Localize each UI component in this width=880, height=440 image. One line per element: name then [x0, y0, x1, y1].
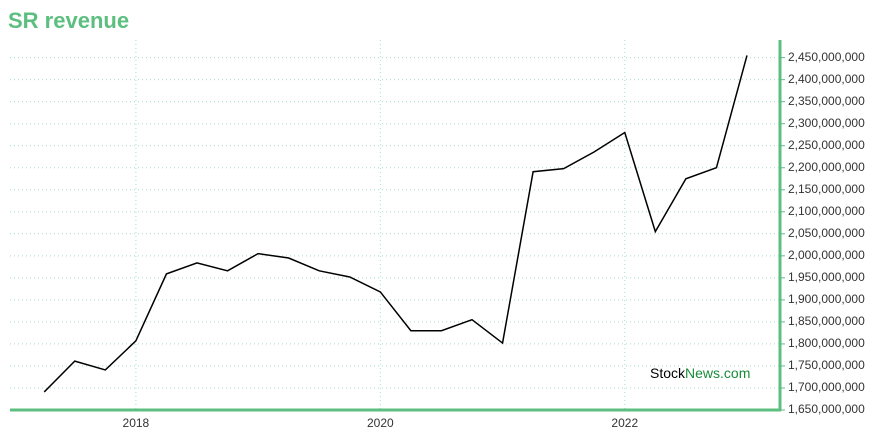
y-tick-label: 1,850,000,000	[788, 314, 865, 328]
y-tick-label: 2,450,000,000	[788, 50, 865, 64]
y-tick-label: 2,000,000,000	[788, 248, 865, 262]
y-tick-label: 2,350,000,000	[788, 94, 865, 108]
y-tick-label: 2,050,000,000	[788, 226, 865, 240]
y-tick-label: 1,700,000,000	[788, 380, 865, 394]
y-tick-label: 1,950,000,000	[788, 270, 865, 284]
y-tick-label: 1,900,000,000	[788, 292, 865, 306]
y-tick-label: 1,650,000,000	[788, 402, 865, 416]
watermark-part: News.com	[685, 365, 750, 381]
y-tick-label: 2,150,000,000	[788, 182, 865, 196]
y-tick-label: 2,100,000,000	[788, 204, 865, 218]
x-tick-label: 2022	[611, 416, 638, 430]
x-tick-label: 2018	[123, 416, 150, 430]
y-tick-label: 1,800,000,000	[788, 336, 865, 350]
y-tick-label: 2,250,000,000	[788, 138, 865, 152]
watermark-part: Stock	[650, 365, 686, 381]
chart-title: SR revenue	[8, 8, 129, 33]
line-series	[43, 55, 748, 393]
y-tick-label: 2,200,000,000	[788, 160, 865, 174]
y-tick-label: 2,300,000,000	[788, 116, 865, 130]
watermark: StockNews.com	[650, 365, 750, 381]
y-tick-label: 1,750,000,000	[788, 358, 865, 372]
y-tick-label: 2,400,000,000	[788, 72, 865, 86]
x-tick-label: 2020	[367, 416, 394, 430]
